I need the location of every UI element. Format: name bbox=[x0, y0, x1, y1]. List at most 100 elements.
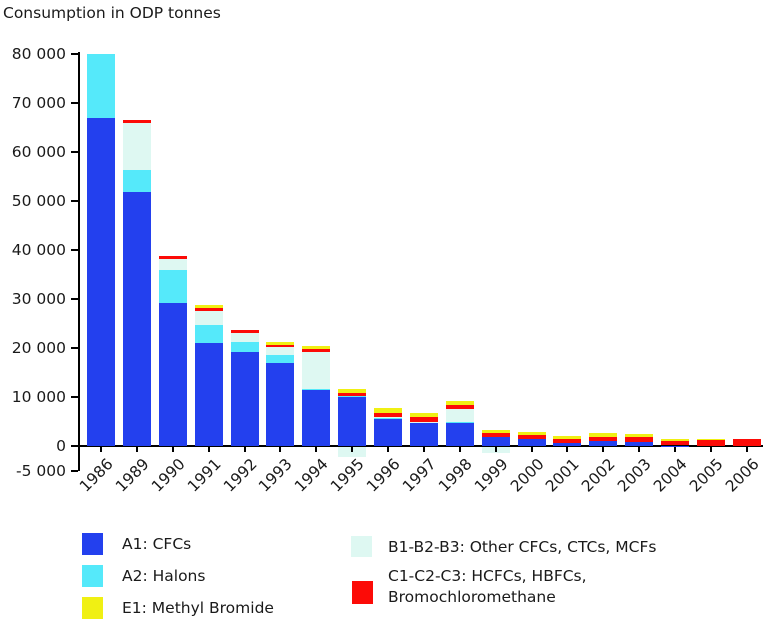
y-axis-tick-label: 20 000 bbox=[11, 339, 66, 357]
bar-segment-c-1999 bbox=[481, 433, 510, 438]
bar-segment-a2-1990 bbox=[158, 270, 187, 304]
y-axis-tick bbox=[71, 200, 78, 202]
x-axis-tick bbox=[638, 447, 641, 452]
y-axis-tick bbox=[71, 469, 78, 472]
chart-title: Consumption in ODP tonnes bbox=[3, 4, 221, 22]
bar-segment-c-1998 bbox=[445, 405, 474, 410]
bar-segment-c-2002 bbox=[589, 436, 618, 441]
x-axis-tick bbox=[315, 447, 318, 452]
x-axis-tick bbox=[351, 447, 354, 452]
x-axis-tick bbox=[279, 447, 282, 452]
bar-segment-a1-2003 bbox=[625, 441, 654, 446]
bar-segment-a1-1998 bbox=[445, 422, 474, 446]
y-axis-tick-label: -5 000 bbox=[16, 461, 66, 480]
bar-segment-a1-1986 bbox=[87, 118, 115, 446]
bar-segment-e1-2001 bbox=[553, 436, 582, 440]
x-axis-tick bbox=[458, 447, 461, 452]
bar-segment-e1-1997 bbox=[409, 413, 438, 418]
y-axis-tick bbox=[71, 445, 78, 447]
bar-segment-b-1998 bbox=[445, 409, 474, 422]
bar-segment-c-1996 bbox=[374, 412, 403, 417]
bar-segment-a1-1993 bbox=[266, 362, 295, 446]
x-axis-tick bbox=[100, 447, 102, 452]
bar-segment-a1-1994 bbox=[302, 390, 331, 446]
bar-segment-e1-2005 bbox=[696, 439, 725, 441]
bar-segment-b-1990 bbox=[158, 258, 187, 271]
bar-segment-e1-1993 bbox=[266, 342, 295, 345]
legend-swatch-a2-halons bbox=[82, 565, 103, 587]
bar-segment-c-1993 bbox=[266, 344, 295, 347]
bar-segment-c-1990 bbox=[158, 256, 187, 259]
bar-segment-e1-2004 bbox=[661, 438, 690, 442]
legend-label-a2-halons: A2: Halons bbox=[122, 567, 206, 585]
y-axis-tick bbox=[71, 151, 78, 153]
y-axis-tick-label: 40 000 bbox=[11, 241, 66, 259]
bar-segment-e1-1998 bbox=[445, 401, 474, 406]
legend-swatch-e1-methyl-bromide bbox=[82, 597, 103, 619]
bar-segment-e1-2002 bbox=[589, 433, 618, 437]
x-axis-tick bbox=[566, 447, 569, 452]
y-axis-tick-label: 60 000 bbox=[11, 143, 66, 161]
bar-segment-e1-2003 bbox=[625, 434, 654, 438]
bar-segment-a2-1992 bbox=[230, 342, 259, 352]
bar-segment-c-2000 bbox=[517, 434, 546, 440]
bar-segment-a1-1989 bbox=[122, 191, 151, 446]
legend-label-c1-c2-c3: C1-C2-C3: HCFCs, HBFCs, Bromochlorometha… bbox=[388, 566, 587, 608]
bar-segment-c-1997 bbox=[409, 417, 438, 422]
x-axis-tick bbox=[207, 447, 210, 452]
y-axis-tick bbox=[71, 298, 78, 300]
y-axis-tick bbox=[71, 102, 78, 104]
bar-segment-b-1991 bbox=[194, 310, 223, 325]
bar-segment-a1-1992 bbox=[230, 351, 259, 446]
legend-label-b1-b2-b3: B1-B2-B3: Other CFCs, CTCs, MCFs bbox=[388, 538, 657, 556]
bar-segment-e1-1996 bbox=[374, 408, 403, 413]
y-axis-tick-label: 80 000 bbox=[11, 45, 66, 63]
bar-segment-a1-1996 bbox=[374, 419, 403, 446]
x-axis-tick bbox=[494, 447, 497, 452]
x-axis-tick bbox=[709, 447, 712, 452]
bar-segment-a2-1989 bbox=[122, 170, 151, 192]
bar-segment-a2-1993 bbox=[266, 354, 295, 363]
bar-segment-a1-2001 bbox=[553, 442, 582, 446]
y-axis-tick-label: 50 000 bbox=[11, 192, 66, 210]
y-axis-tick-label: 10 000 bbox=[11, 388, 66, 406]
bar-segment-c-1989 bbox=[122, 120, 151, 124]
x-axis-tick bbox=[243, 447, 246, 452]
bar-segment-a2-1995 bbox=[338, 396, 367, 398]
bar-segment-c-2005 bbox=[696, 440, 725, 446]
bar-segment-e1-1999 bbox=[481, 429, 510, 434]
x-axis-line bbox=[78, 445, 763, 447]
y-axis-tick-label: 30 000 bbox=[11, 290, 66, 308]
bar-segment-a1-1990 bbox=[158, 303, 187, 446]
x-axis-tick bbox=[745, 447, 748, 452]
bar-segment-a1-2000 bbox=[517, 439, 546, 446]
x-axis-tick bbox=[530, 447, 533, 452]
x-axis-tick bbox=[387, 447, 390, 452]
y-axis-tick bbox=[71, 396, 78, 398]
y-axis-tick bbox=[71, 53, 78, 55]
bar-segment-c-2006 bbox=[732, 438, 761, 446]
bar-segment-c-2003 bbox=[625, 437, 654, 442]
legend-swatch-a1-cfcs bbox=[82, 533, 103, 555]
y-axis-tick-label: 70 000 bbox=[11, 94, 66, 112]
bar-segment-c-1995 bbox=[338, 392, 367, 397]
y-axis-line bbox=[78, 52, 80, 471]
legend-label-c1-c2-c3-line1: C1-C2-C3: HCFCs, HBFCs, bbox=[388, 567, 587, 585]
bar-segment-a2-1998 bbox=[445, 421, 474, 423]
bar-segment-a1-1995 bbox=[338, 397, 367, 446]
bar-segment-c-1992 bbox=[230, 330, 259, 334]
bar-segment-b-1996 bbox=[374, 416, 403, 419]
bar-segment-e1-2000 bbox=[517, 431, 546, 435]
x-axis-tick bbox=[674, 447, 677, 452]
bar-segment-a2-1986 bbox=[87, 54, 115, 119]
bar-segment-c-1991 bbox=[194, 308, 223, 311]
bar-segment-e1-1995 bbox=[338, 389, 367, 393]
bar-segment-b-1994 bbox=[302, 352, 331, 390]
y-axis-tick bbox=[71, 347, 78, 349]
legend-label-e1-methyl-bromide: E1: Methyl Bromide bbox=[122, 599, 274, 617]
x-axis-tick bbox=[135, 447, 138, 452]
x-axis-tick bbox=[171, 447, 174, 452]
bar-segment-a2-1991 bbox=[194, 324, 223, 344]
bar-segment-b-1992 bbox=[230, 333, 259, 343]
bar-segment-a1-2002 bbox=[589, 440, 618, 446]
